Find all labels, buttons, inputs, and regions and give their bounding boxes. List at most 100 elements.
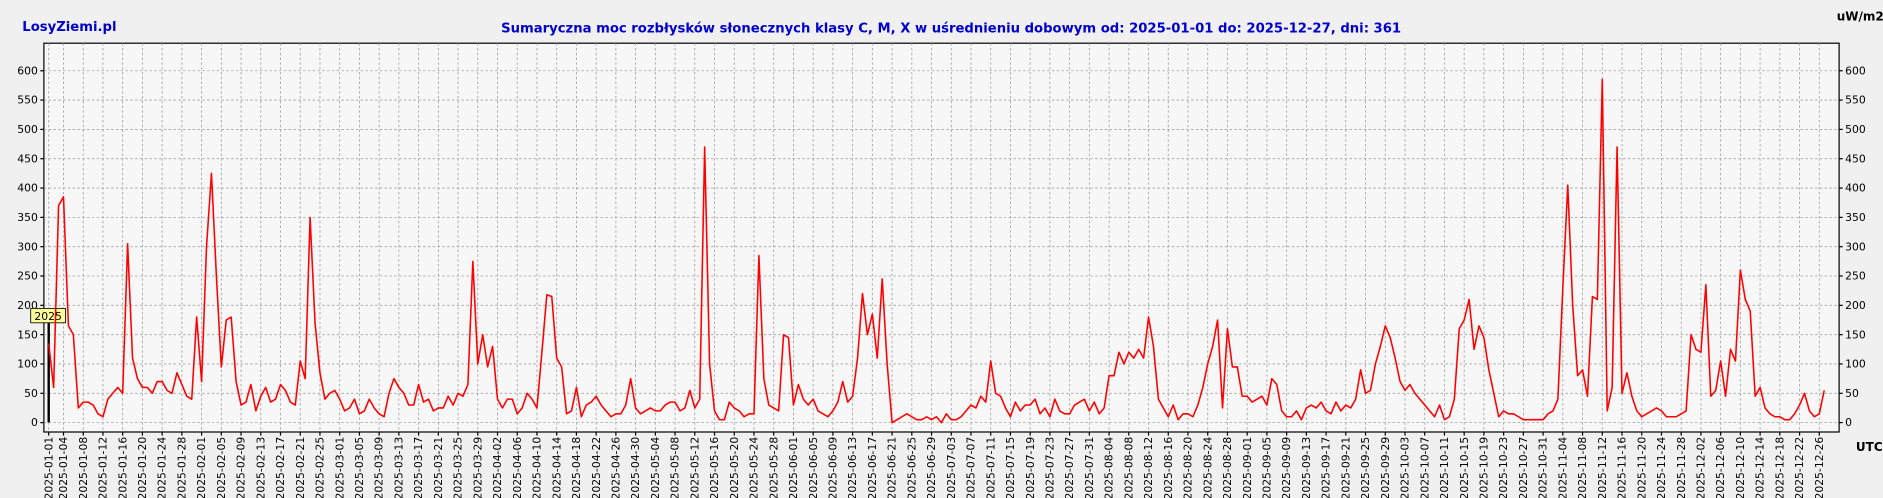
x-tick-label: 2025-11-12 — [1596, 437, 1609, 498]
x-tick-label: 2025-09-21 — [1339, 437, 1352, 498]
x-tick-label: 2025-07-03 — [945, 437, 958, 498]
y2-tick-label: 400 — [1845, 182, 1866, 195]
x-tick-label: 2025-04-06 — [511, 437, 524, 498]
x-tick-label: 2025-01-28 — [175, 437, 188, 498]
x-tick-label: 2025-02-01 — [195, 437, 208, 498]
x-tick-label: 2025-10-03 — [1399, 437, 1412, 498]
x-tick-label: 2025-11-28 — [1675, 437, 1688, 498]
x-tick-label: 2025-08-08 — [1122, 437, 1135, 498]
x-tick-label: 2025-07-07 — [965, 437, 978, 498]
x-tick-label: 2025-06-05 — [807, 437, 820, 498]
x-tick-label: 2025-02-13 — [254, 437, 267, 498]
x-tick-label: 2025-08-12 — [1142, 437, 1155, 498]
x-tick-label: 2025-04-30 — [629, 437, 642, 498]
y2-tick-label: 350 — [1845, 211, 1866, 224]
x-tick-label: 2025-09-01 — [1241, 437, 1254, 498]
x-tick-label: 2025-12-26 — [1813, 437, 1826, 498]
x-tick-label: 2025-08-28 — [1221, 437, 1234, 498]
x-tick-label: 2025-06-01 — [787, 437, 800, 498]
x-tick-label: 2025-06-09 — [826, 437, 839, 498]
x-tick-label: 2025-04-02 — [491, 437, 504, 498]
x-tick-label: 2025-06-29 — [925, 437, 938, 498]
x-tick-label: 2025-12-02 — [1695, 437, 1708, 498]
x-tick-label: 2025-07-19 — [1024, 437, 1037, 498]
x-tick-label: 2025-01-04 — [57, 437, 70, 498]
y-tick-label: 300 — [17, 240, 38, 253]
x-tick-label: 2025-10-11 — [1438, 437, 1451, 498]
x-tick-label: 2025-11-24 — [1655, 437, 1668, 498]
x-tick-label: 2025-01-20 — [136, 437, 149, 498]
site-name: LosyZiemi.pl — [22, 20, 116, 35]
y-tick-label: 600 — [17, 64, 38, 77]
x-tick-label: 2025-10-31 — [1537, 437, 1550, 498]
x-tick-label: 2025-06-21 — [886, 437, 899, 498]
x-tick-label: 2025-02-09 — [235, 437, 248, 498]
x-tick-label: 2025-09-17 — [1320, 437, 1333, 498]
y-tick-label: 550 — [17, 94, 38, 107]
y-tick-label: 50 — [24, 387, 38, 400]
x-tick-label: 2025-09-05 — [1261, 437, 1274, 498]
x-tick-label: 2025-05-20 — [728, 437, 741, 498]
x-tick-label: 2025-12-14 — [1754, 437, 1767, 498]
x-tick-label: 2025-04-22 — [590, 437, 603, 498]
x-tick-label: 2025-03-17 — [412, 437, 425, 498]
x-tick-label: 2025-11-04 — [1556, 437, 1569, 498]
x-tick-label: 2025-09-29 — [1379, 437, 1392, 498]
y-tick-label: 250 — [17, 270, 38, 283]
x-tick-label: 2025-07-31 — [1083, 437, 1096, 498]
x-tick-label: 2025-01-24 — [156, 437, 169, 498]
y-tick-label: 0 — [31, 416, 38, 429]
y2-tick-label: 550 — [1845, 94, 1866, 107]
y2-tick-label: 500 — [1845, 123, 1866, 136]
y2-tick-label: 250 — [1845, 270, 1866, 283]
x-unit: UTC — [1856, 440, 1883, 454]
x-tick-label: 2025-08-24 — [1201, 437, 1214, 498]
y2-tick-label: 600 — [1845, 64, 1866, 77]
y2-tick-label: 450 — [1845, 152, 1866, 165]
y2-tick-label: 200 — [1845, 299, 1866, 312]
plot-area — [43, 42, 1840, 433]
x-tick-label: 2025-09-09 — [1280, 437, 1293, 498]
x-tick-label: 2025-04-26 — [609, 437, 622, 498]
x-tick-label: 2025-03-01 — [333, 437, 346, 498]
x-tick-label: 2025-11-08 — [1576, 437, 1589, 498]
year-marker-label: 2025 — [34, 310, 61, 323]
x-tick-label: 2025-01-12 — [97, 437, 110, 498]
x-tick-label: 2025-10-27 — [1517, 437, 1530, 498]
x-tick-label: 2025-01-16 — [116, 437, 129, 498]
x-tick-label: 2025-10-23 — [1497, 437, 1510, 498]
x-tick-label: 2025-06-13 — [846, 437, 859, 498]
x-tick-label: 2025-03-13 — [392, 437, 405, 498]
y2-tick-label: 50 — [1845, 387, 1859, 400]
x-tick-label: 2025-05-12 — [688, 437, 701, 498]
x-tick-label: 2025-09-13 — [1300, 437, 1313, 498]
x-tick-label: 2025-10-07 — [1418, 437, 1431, 498]
x-tick-label: 2025-12-18 — [1773, 437, 1786, 498]
y2-tick-label: 100 — [1845, 358, 1866, 371]
x-tick-label: 2025-10-15 — [1458, 437, 1471, 498]
y2-tick-label: 300 — [1845, 240, 1866, 253]
x-tick-label: 2025-11-16 — [1616, 437, 1629, 498]
chart-title: Sumaryczna moc rozbłysków słonecznych kl… — [501, 20, 1401, 36]
x-tick-label: 2025-05-16 — [708, 437, 721, 498]
data-line — [47, 78, 1825, 424]
x-tick-label: 2025-03-29 — [471, 437, 484, 498]
x-tick-label: 2025-03-05 — [353, 437, 366, 498]
y2-tick-label: 0 — [1845, 416, 1852, 429]
x-tick-label: 2025-02-25 — [314, 437, 327, 498]
x-tick-label: 2025-06-17 — [866, 437, 879, 498]
x-tick-label: 2025-11-20 — [1635, 437, 1648, 498]
x-tick-label: 2025-08-20 — [1182, 437, 1195, 498]
x-tick-label: 2025-03-21 — [432, 437, 445, 498]
x-tick-label: 2025-01-08 — [77, 437, 90, 498]
x-tick-label: 2025-04-18 — [570, 437, 583, 498]
x-tick-label: 2025-05-08 — [669, 437, 682, 498]
x-tick-label: 2025-12-10 — [1734, 437, 1747, 498]
x-tick-label: 2025-07-15 — [1004, 437, 1017, 498]
x-tick-label: 2025-05-04 — [649, 437, 662, 498]
x-tick-label: 2025-12-06 — [1714, 437, 1727, 498]
x-tick-label: 2025-01-01 — [42, 437, 55, 498]
x-tick-label: 2025-08-04 — [1103, 437, 1116, 498]
